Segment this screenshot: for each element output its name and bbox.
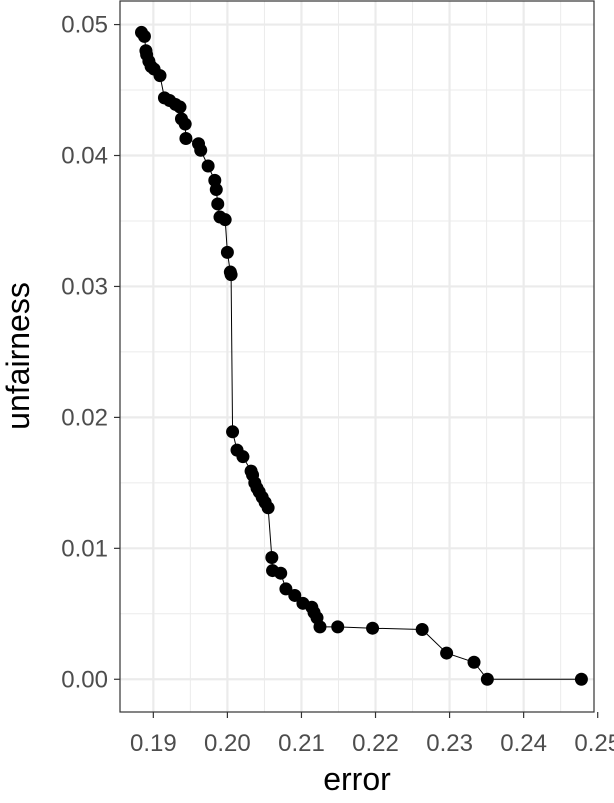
data-point <box>220 245 234 259</box>
data-point <box>274 566 288 580</box>
y-tick-label: 0.01 <box>61 535 108 562</box>
y-axis-title: unfairness <box>0 282 36 430</box>
data-point <box>153 69 167 83</box>
series-points <box>134 25 588 686</box>
data-point <box>178 117 192 131</box>
data-point <box>209 183 223 197</box>
y-tick-label: 0.05 <box>61 12 108 39</box>
x-tick-label: 0.24 <box>500 730 547 757</box>
data-point <box>440 646 454 660</box>
y-tick-label: 0.04 <box>61 143 108 170</box>
data-point <box>279 582 293 596</box>
x-tick-label: 0.20 <box>204 730 251 757</box>
data-point <box>467 655 481 669</box>
data-point <box>415 623 429 637</box>
y-tick-label: 0.00 <box>61 666 108 693</box>
data-point <box>201 159 215 173</box>
x-tick-label: 0.21 <box>278 730 325 757</box>
x-axis-title: error <box>323 761 391 797</box>
data-point <box>236 450 250 464</box>
data-point <box>261 501 275 515</box>
data-point <box>179 131 193 145</box>
plot-border <box>119 0 595 713</box>
x-tick-label: 0.22 <box>352 730 399 757</box>
y-tick-label: 0.02 <box>61 404 108 431</box>
data-point <box>265 550 279 564</box>
data-point <box>313 620 327 634</box>
x-tick-label: 0.23 <box>426 730 473 757</box>
data-point <box>366 621 380 635</box>
y-tick-label: 0.03 <box>61 273 108 300</box>
data-point <box>331 620 345 634</box>
data-point <box>173 100 187 114</box>
data-point <box>211 197 225 211</box>
x-tick-label: 0.19 <box>130 730 177 757</box>
data-point <box>224 268 238 282</box>
data-point <box>574 672 588 686</box>
data-point <box>226 425 240 439</box>
plot-panel <box>120 1 594 712</box>
minor-gridlines <box>120 1 594 712</box>
data-point <box>288 588 302 602</box>
data-point <box>194 143 208 157</box>
data-point <box>480 672 494 686</box>
plot-area <box>119 0 595 713</box>
x-axis-ticks: 0.19 0.20 0.21 0.22 0.23 0.24 0.25 <box>130 712 614 757</box>
x-tick-label: 0.25 <box>574 730 614 757</box>
major-gridlines <box>120 1 594 712</box>
data-point <box>137 29 151 43</box>
y-axis-ticks: 0.00 0.01 0.02 0.03 0.04 0.05 <box>61 12 120 693</box>
data-point <box>218 213 232 227</box>
